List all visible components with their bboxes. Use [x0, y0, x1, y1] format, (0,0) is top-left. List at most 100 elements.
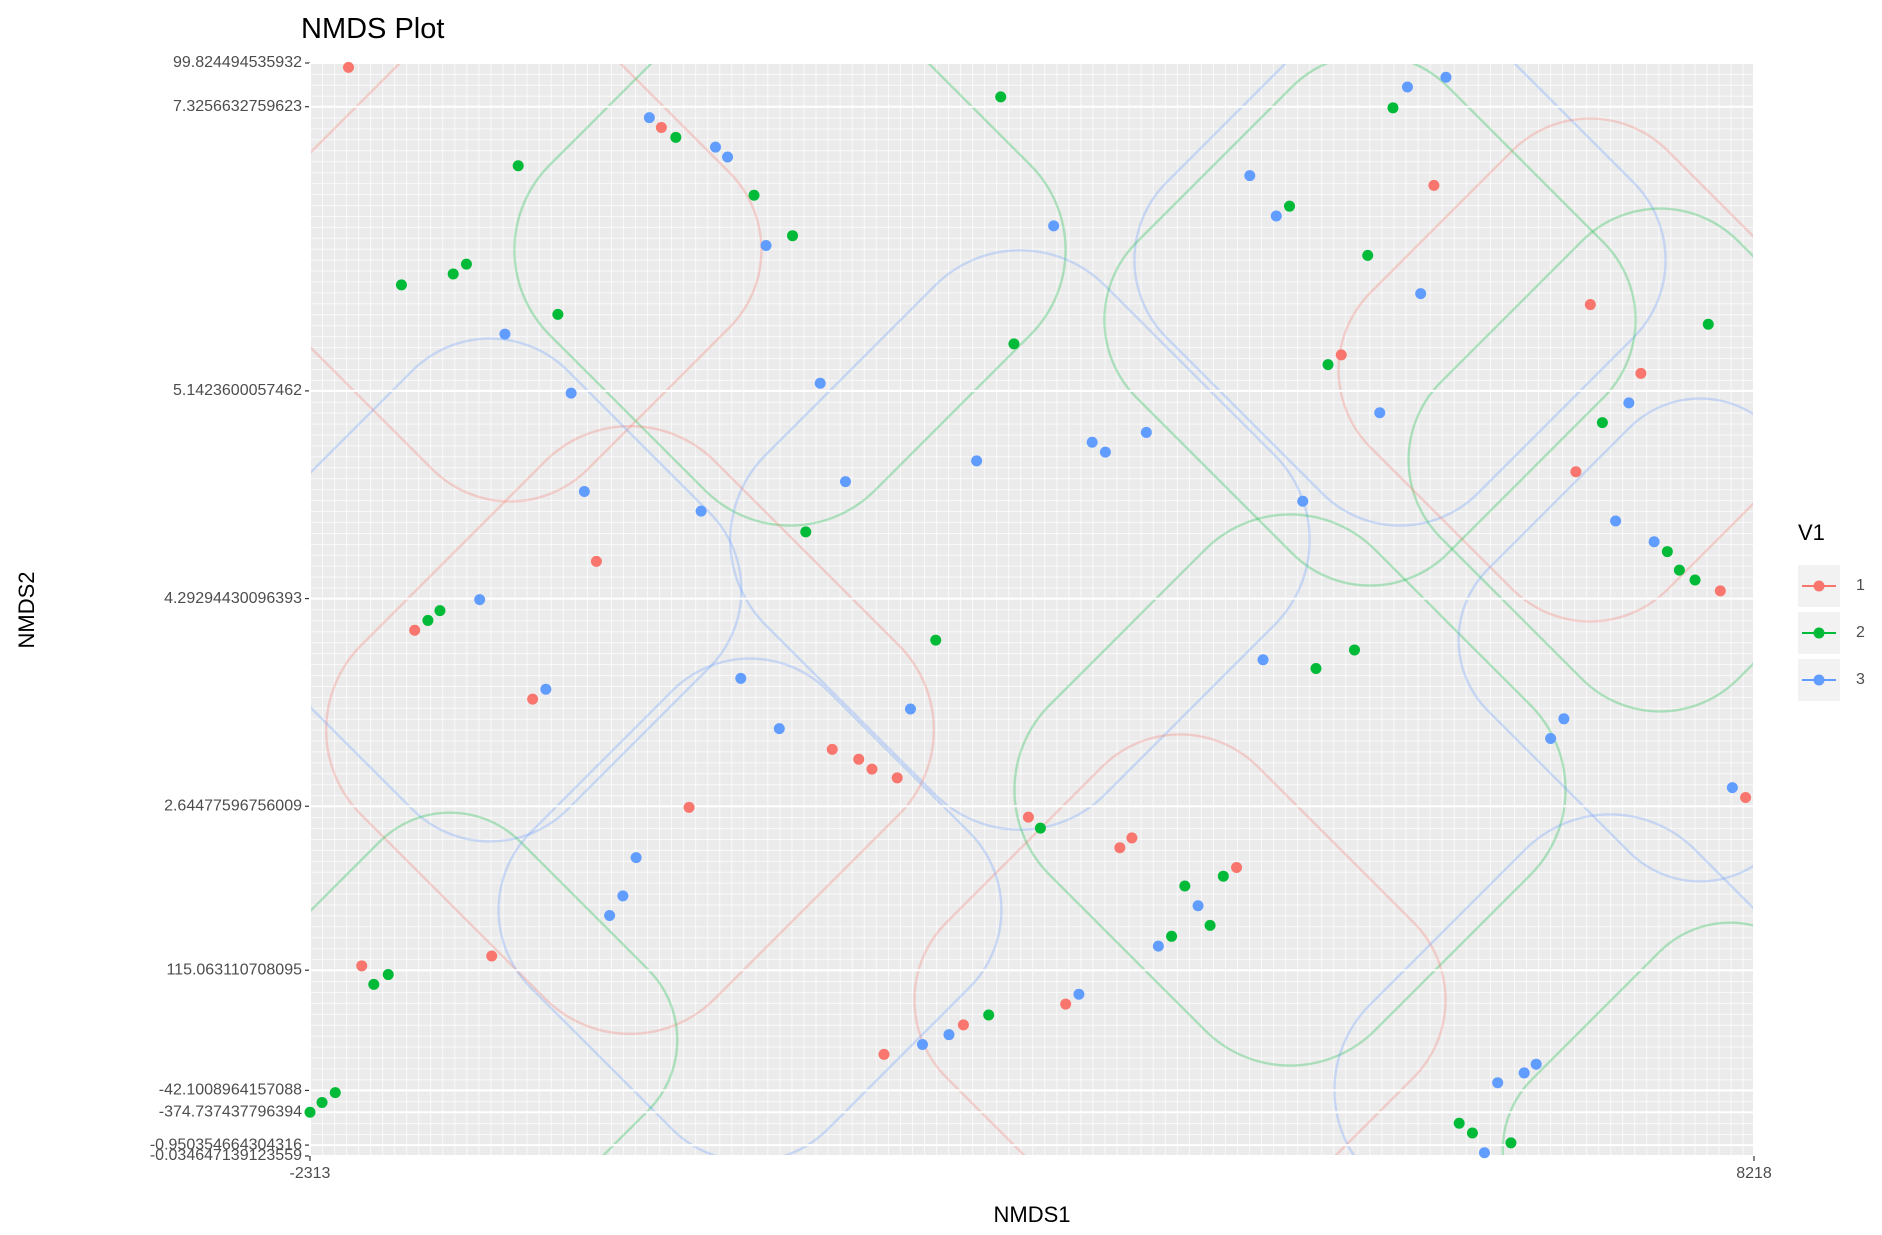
point [1022, 811, 1034, 823]
point [486, 950, 498, 962]
point [930, 634, 942, 646]
point [1310, 663, 1322, 675]
panel-background [310, 63, 1754, 1156]
point [604, 910, 616, 922]
point [735, 672, 747, 684]
point [1530, 1058, 1542, 1070]
point [499, 328, 511, 340]
point [382, 969, 394, 981]
y-tick-label: 115.063110708095 [166, 961, 302, 978]
point [329, 1087, 341, 1099]
point [1714, 585, 1726, 597]
point [1204, 919, 1216, 931]
point [760, 240, 772, 252]
point [1610, 515, 1622, 527]
legend-label: 3 [1856, 671, 1865, 688]
point [839, 476, 851, 488]
legend-dot [1813, 580, 1825, 592]
point [1284, 200, 1296, 212]
chart-title: NMDS Plot [301, 13, 444, 45]
point [1048, 220, 1060, 232]
point [1322, 359, 1334, 371]
point [1648, 536, 1660, 548]
point [422, 614, 434, 626]
point [1635, 367, 1647, 379]
point [1008, 338, 1020, 350]
point [368, 978, 380, 990]
point [826, 743, 838, 755]
point [316, 1096, 328, 1108]
legend-dot [1813, 674, 1825, 686]
point [643, 112, 655, 124]
y-tick-label: 7.3256632759623 [173, 98, 302, 115]
point [1505, 1137, 1517, 1149]
point [1152, 940, 1164, 952]
point [995, 91, 1007, 103]
point [1270, 210, 1282, 222]
point [1401, 81, 1413, 93]
point [1099, 446, 1111, 458]
y-tick-label: -374.737437796394 [159, 1103, 302, 1120]
y-tick-label: 4.29294430096393 [164, 590, 302, 607]
point [460, 258, 472, 270]
legend-title: V1 [1798, 520, 1825, 545]
point [304, 1106, 316, 1118]
point [1428, 179, 1440, 191]
point [1558, 713, 1570, 725]
point [474, 594, 486, 606]
point [866, 763, 878, 775]
point [1126, 832, 1138, 844]
point [1661, 546, 1673, 558]
legend-label: 1 [1856, 577, 1865, 594]
point [655, 121, 667, 133]
point [527, 693, 539, 705]
point [971, 455, 983, 467]
point [670, 131, 682, 143]
point [1335, 349, 1347, 361]
point [512, 160, 524, 172]
point [1478, 1147, 1490, 1159]
point [1545, 732, 1557, 744]
point [814, 377, 826, 389]
point [904, 703, 916, 715]
y-tick-label: 99.824494535932 [173, 54, 302, 71]
legend-dot [1813, 627, 1825, 639]
point [590, 555, 602, 567]
point [1518, 1067, 1530, 1079]
point [983, 1009, 995, 1021]
point [1192, 900, 1204, 912]
point [1689, 574, 1701, 586]
point [1374, 407, 1386, 419]
point [773, 723, 785, 735]
point [748, 189, 760, 201]
point [1179, 880, 1191, 892]
y-tick-label: 5.1423600057462 [173, 382, 302, 399]
point [434, 605, 446, 617]
point [1492, 1077, 1504, 1089]
point [565, 387, 577, 399]
point [552, 308, 564, 320]
point [1217, 870, 1229, 882]
point [787, 230, 799, 242]
point [1584, 299, 1596, 311]
point [722, 151, 734, 163]
point [1702, 318, 1714, 330]
point [853, 753, 865, 765]
point [1086, 436, 1098, 448]
point [447, 268, 459, 280]
point [1244, 170, 1256, 182]
point [1231, 861, 1243, 873]
y-axis-title: NMDS2 [14, 571, 39, 648]
point [1596, 417, 1608, 429]
point [578, 485, 590, 497]
point [356, 960, 368, 972]
y-tick-label: -0.034647139123559 [150, 1147, 302, 1164]
x-tick-label: -2313 [290, 1165, 331, 1182]
point [1114, 842, 1126, 854]
point [617, 890, 629, 902]
point [1348, 644, 1360, 656]
point [916, 1039, 928, 1051]
point [695, 505, 707, 517]
